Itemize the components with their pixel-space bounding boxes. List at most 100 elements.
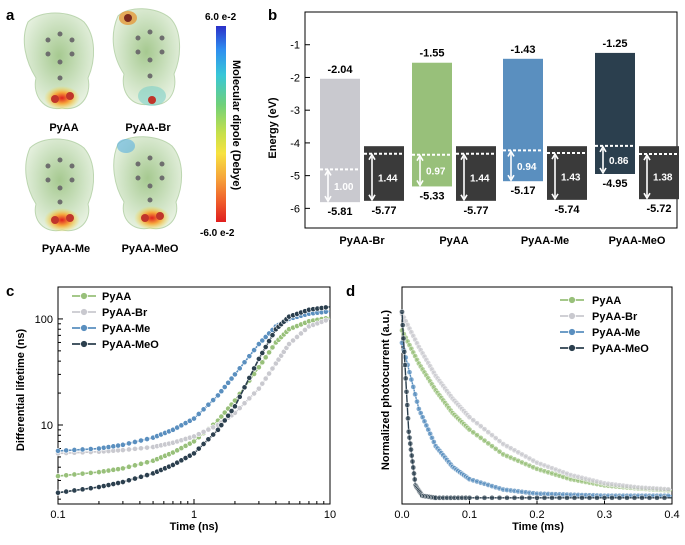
data-point-pyaa-br bbox=[466, 414, 473, 421]
data-point-pyaa-br bbox=[474, 420, 480, 427]
data-point-pyaa-me bbox=[232, 371, 238, 378]
ref-bar-pyaa-br-gap-arrowhead-top bbox=[368, 153, 376, 161]
data-point-pyaa-br bbox=[294, 334, 300, 340]
molecule-label-pyaa-br: PyAA-Br bbox=[125, 122, 171, 134]
legend-marker-pyaa-br bbox=[80, 308, 88, 316]
data-point-pyaa-meo bbox=[79, 486, 86, 493]
data-point-pyaa-meo bbox=[639, 494, 645, 501]
data-point-pyaa-br bbox=[302, 327, 308, 333]
data-point-pyaa-meo bbox=[126, 477, 132, 484]
data-point-pyaa-meo bbox=[399, 322, 406, 328]
ref-bar-pyaa-me-gap-arrowhead-top bbox=[551, 152, 559, 160]
data-point-pyaa-meo bbox=[110, 481, 117, 487]
data-point-pyaa-meo bbox=[269, 332, 276, 339]
data-point-pyaa-meo bbox=[96, 484, 102, 490]
data-point-pyaa bbox=[266, 349, 272, 356]
data-point-pyaa-me bbox=[105, 444, 112, 450]
data-point-pyaa-br bbox=[283, 345, 290, 351]
panel-c-legend: PyAA PyAA-Br PyAA-Me PyAA-MeO bbox=[72, 291, 159, 351]
data-point-pyaa-br bbox=[477, 423, 484, 430]
data-point-pyaa-meo bbox=[586, 494, 593, 501]
data-point-pyaa-meo bbox=[399, 308, 405, 315]
data-point-pyaa bbox=[269, 344, 276, 351]
data-point-pyaa-me bbox=[255, 341, 262, 347]
data-point-pyaa-me bbox=[225, 379, 232, 386]
panel-d-xtick-label: 0.0 bbox=[394, 509, 409, 521]
data-point-pyaa bbox=[119, 465, 126, 472]
panel-d-xtick-label: 0.4 bbox=[664, 509, 679, 521]
panel-b-ytick-label: -4 bbox=[290, 138, 300, 150]
data-point-pyaa-meo bbox=[322, 304, 329, 311]
bar-pyaa-me bbox=[503, 58, 543, 182]
data-point-pyaa-meo bbox=[654, 494, 660, 501]
molecule-pyaa-br-image bbox=[112, 8, 180, 106]
data-point-pyaa-meo bbox=[105, 482, 112, 488]
data-point-pyaa-me bbox=[414, 398, 420, 405]
data-point-pyaa-meo bbox=[401, 348, 408, 355]
data-point-pyaa-br bbox=[241, 400, 248, 407]
data-point-pyaa-me bbox=[144, 436, 150, 442]
data-point-pyaa-me bbox=[55, 447, 61, 454]
bar-pyaa-meo-gap-label: 0.86 bbox=[609, 156, 629, 167]
data-point-pyaa-me bbox=[215, 392, 221, 399]
colorbar-title: Molecular dipole (Debye) bbox=[230, 60, 242, 191]
data-point-pyaa-meo bbox=[200, 441, 207, 447]
data-point-pyaa-br bbox=[485, 429, 492, 435]
data-point-pyaa-meo bbox=[402, 375, 409, 382]
legend-label-pyaa-me: PyAA-Me bbox=[102, 323, 150, 335]
data-point-pyaa-me bbox=[262, 334, 269, 340]
legend-label-pyaa: PyAA bbox=[592, 295, 621, 307]
bar-pyaa-me-bottom-label: -5.17 bbox=[510, 185, 535, 197]
data-point-pyaa bbox=[259, 359, 266, 366]
data-point-pyaa-br bbox=[269, 365, 276, 372]
bar-pyaa-meo bbox=[595, 52, 635, 175]
panel-d-xtick-label: 0.2 bbox=[529, 509, 544, 521]
data-point-pyaa-br bbox=[200, 428, 207, 435]
data-point-pyaa-br bbox=[290, 337, 296, 344]
category-label-pyaa-br: PyAA-Br bbox=[339, 235, 385, 247]
legend-label-pyaa-meo: PyAA-MeO bbox=[592, 343, 649, 355]
ref-bar-pyaa-me-bottom-label: -5.74 bbox=[554, 204, 580, 216]
data-point-pyaa bbox=[138, 460, 144, 467]
ref-bar-pyaa-meo-gap-label: 1.38 bbox=[653, 173, 673, 184]
data-point-pyaa bbox=[63, 472, 70, 479]
data-point-pyaa-meo bbox=[132, 475, 138, 482]
data-point-pyaa-meo bbox=[519, 494, 525, 501]
panel-b-ylabel: Energy (eV) bbox=[267, 97, 279, 158]
data-point-pyaa-br bbox=[119, 447, 126, 453]
data-point-pyaa-me bbox=[110, 443, 117, 450]
panel-d-xlabel: Time (ms) bbox=[512, 521, 564, 533]
series-line-pyaa-me bbox=[401, 342, 672, 497]
data-point-pyaa-meo bbox=[262, 344, 269, 350]
molecule-label-pyaa-meo: PyAA-MeO bbox=[122, 243, 179, 255]
ref-bar-pyaa-gap-label: 1.44 bbox=[470, 173, 490, 184]
legend-marker-pyaa bbox=[80, 292, 88, 300]
data-point-pyaa-br bbox=[266, 370, 272, 377]
data-point-pyaa-meo bbox=[496, 494, 503, 501]
panel-d-xtick-label: 0.3 bbox=[597, 509, 612, 521]
bar-pyaa-me-gap-arrowhead-bottom bbox=[507, 174, 515, 182]
data-point-pyaa-br bbox=[481, 426, 488, 432]
bar-pyaa-meo-top-label: -1.25 bbox=[602, 38, 627, 50]
panel-b-bars: 1.00 -2.04 -5.81 1.44 -5.77 PyAA-Br 0.97 -1.55 -… bbox=[320, 38, 679, 247]
data-point-pyaa-meo bbox=[609, 494, 615, 501]
data-point-pyaa-br bbox=[665, 486, 672, 493]
data-point-pyaa-br bbox=[259, 380, 266, 387]
data-point-pyaa-me bbox=[132, 439, 138, 445]
data-point-pyaa-br bbox=[210, 424, 217, 431]
molecule-label-pyaa-me: PyAA-Me bbox=[42, 243, 90, 255]
data-point-pyaa-meo bbox=[504, 494, 510, 501]
data-point-pyaa-meo bbox=[402, 362, 408, 368]
data-point-pyaa-me bbox=[200, 406, 207, 413]
data-point-pyaa-br bbox=[272, 360, 279, 367]
bar-pyaa-top-label: -1.55 bbox=[419, 48, 444, 60]
data-point-pyaa-meo bbox=[541, 494, 548, 501]
data-point-pyaa-meo bbox=[71, 487, 78, 494]
data-point-pyaa-br bbox=[255, 385, 262, 392]
data-point-pyaa-br bbox=[262, 375, 269, 382]
data-point-pyaa-me bbox=[406, 369, 413, 376]
data-point-pyaa-meo bbox=[215, 426, 221, 433]
ref-bar-pyaa-meo-bottom-label: -5.72 bbox=[646, 203, 671, 215]
colorbar-max-label: 6.0 e-2 bbox=[205, 12, 237, 23]
data-point-pyaa bbox=[87, 469, 94, 476]
